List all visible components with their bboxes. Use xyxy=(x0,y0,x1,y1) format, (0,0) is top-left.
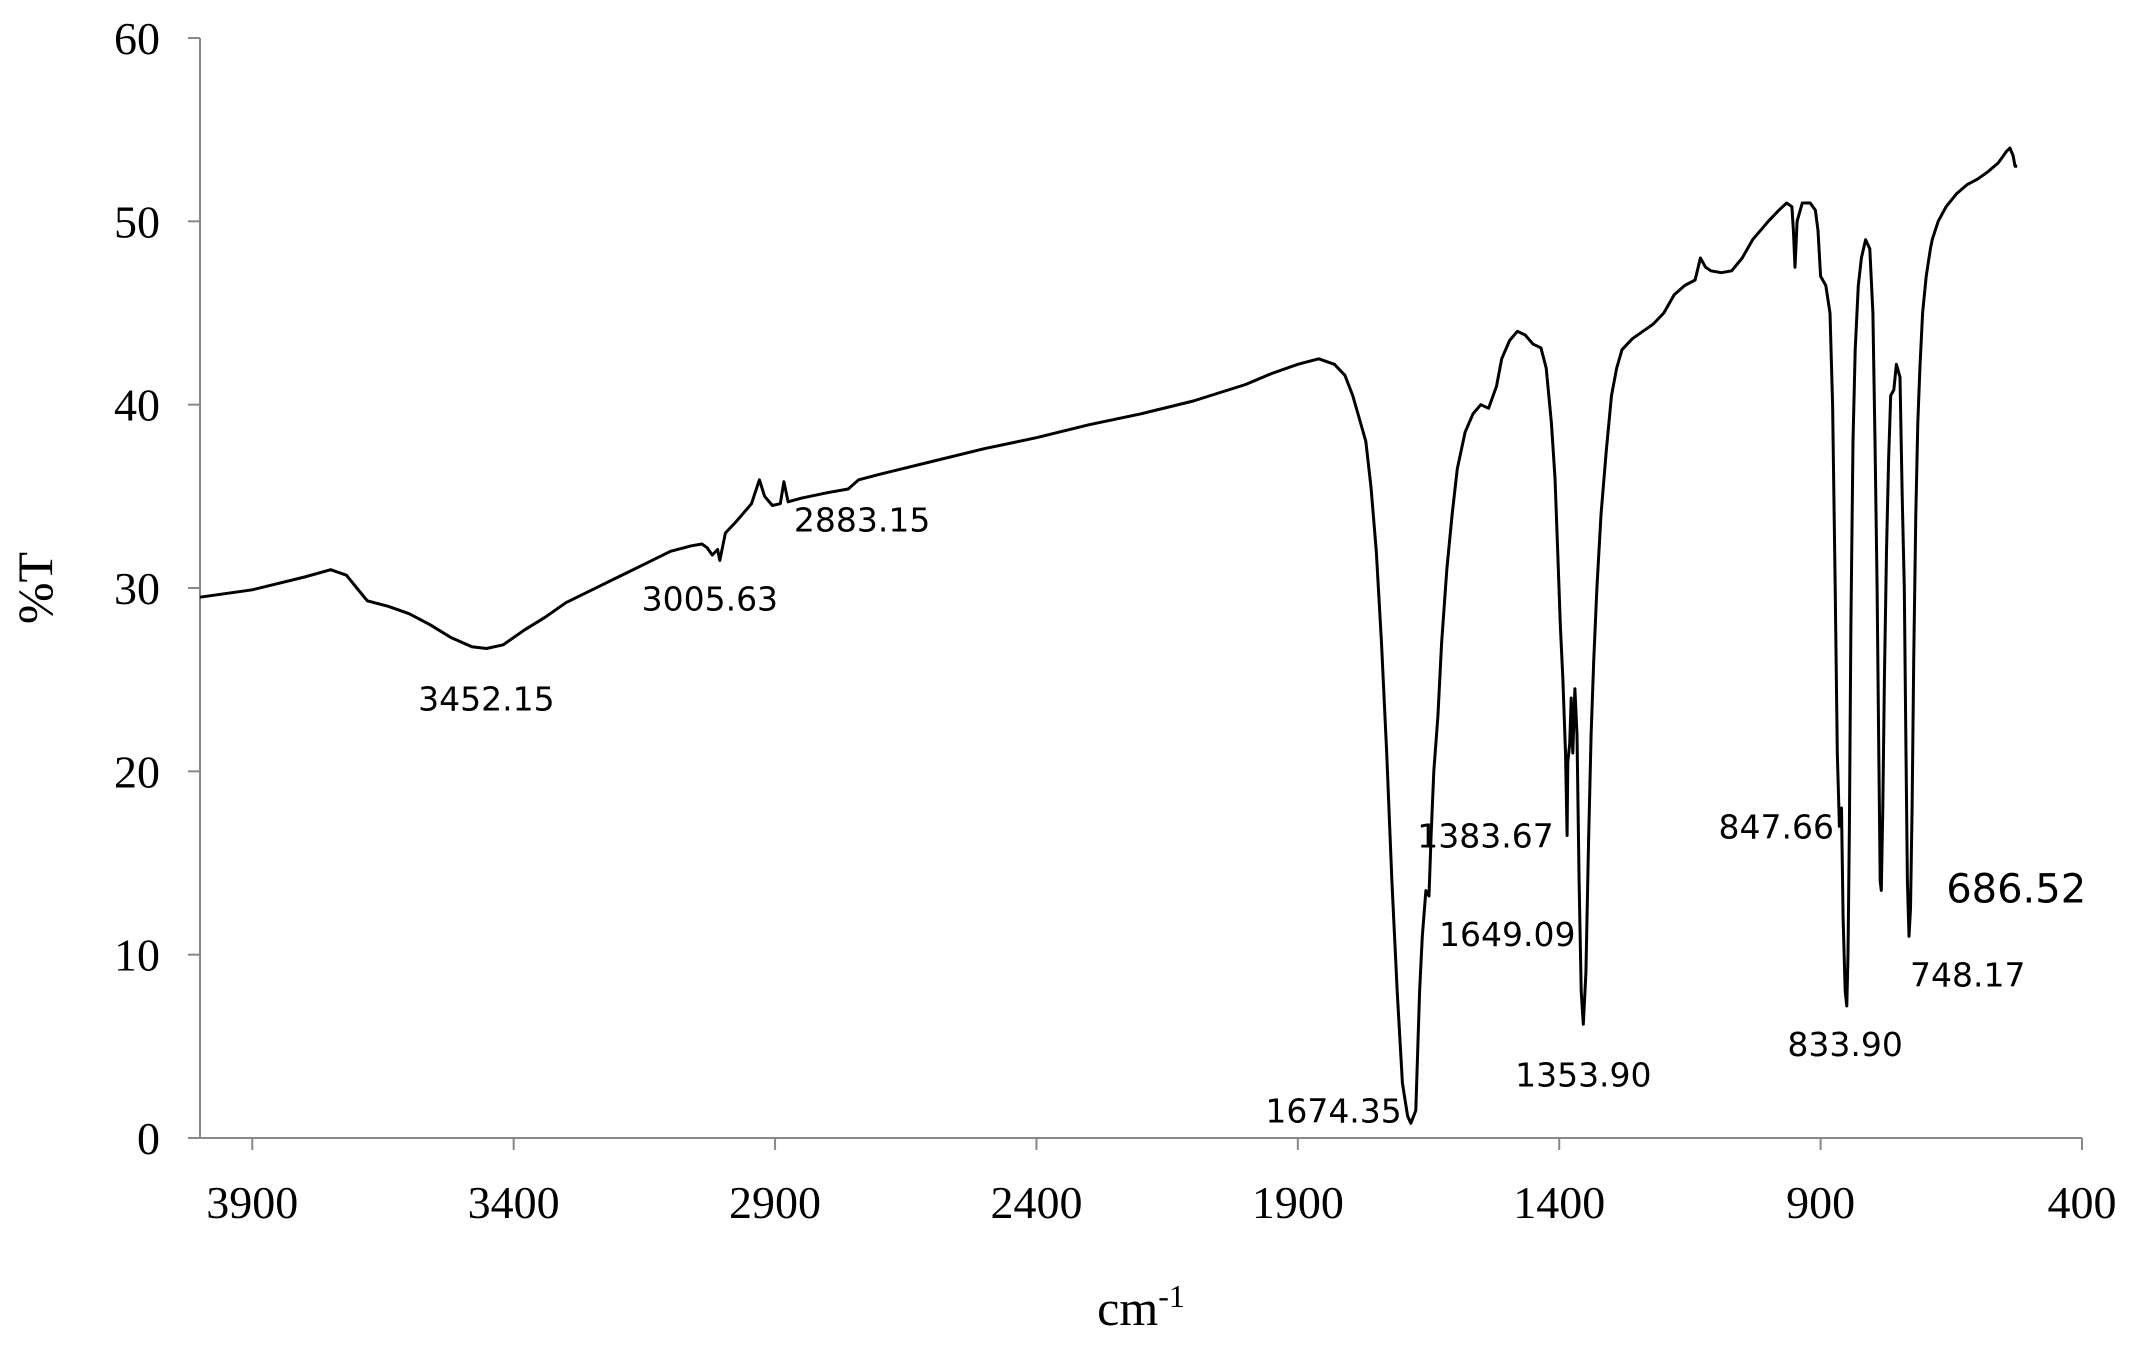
peak-label: 1649.09 xyxy=(1439,915,1575,954)
peak-label: 748.17 xyxy=(1910,955,2025,994)
x-tick-label: 2400 xyxy=(990,1177,1082,1228)
x-tick-label: 3400 xyxy=(468,1177,560,1228)
x-axis-title: cm-1 xyxy=(1097,1278,1185,1336)
peak-label: 847.66 xyxy=(1719,807,1834,846)
y-axis-title: %T xyxy=(7,552,63,624)
axes xyxy=(199,38,2082,1139)
y-axis-ticks: 0 10 20 30 40 50 60 xyxy=(114,13,200,1164)
x-tick-label: 1900 xyxy=(1252,1177,1344,1228)
peak-annotations: 3452.15 3005.63 2883.15 1674.35 1649.09 1383.… xyxy=(418,501,2086,1131)
x-axis-title-superscript: -1 xyxy=(1158,1278,1185,1314)
x-tick-label: 900 xyxy=(1786,1177,1855,1228)
spectrum-line xyxy=(199,146,2018,1125)
x-axis-title-main: cm xyxy=(1097,1280,1158,1336)
y-tick-label: 40 xyxy=(114,380,160,431)
x-tick-label: 400 xyxy=(2048,1177,2117,1228)
peak-label: 1674.35 xyxy=(1265,1092,1401,1131)
peak-label: 1353.90 xyxy=(1515,1055,1651,1094)
y-tick-label: 30 xyxy=(114,563,160,614)
peak-label: 2883.15 xyxy=(794,501,930,540)
x-tick-label: 3900 xyxy=(206,1177,298,1228)
y-tick-label: 20 xyxy=(114,746,160,797)
y-tick-label: 60 xyxy=(114,13,160,64)
series-layer xyxy=(199,146,2018,1125)
peak-label: 3452.15 xyxy=(418,680,554,719)
peak-label: 1383.67 xyxy=(1417,817,1553,856)
y-tick-label: 50 xyxy=(114,196,160,247)
peak-label: 686.52 xyxy=(1946,867,2086,913)
x-tick-label: 2900 xyxy=(729,1177,821,1228)
y-tick-label: 10 xyxy=(114,930,160,981)
y-tick-label: 0 xyxy=(137,1113,160,1164)
peak-label: 833.90 xyxy=(1787,1025,1902,1064)
peak-label: 3005.63 xyxy=(642,580,778,619)
x-axis-ticks: 3900 3400 2900 2400 1900 1400 900 400 xyxy=(206,1138,2117,1228)
x-tick-label: 1400 xyxy=(1513,1177,1605,1228)
